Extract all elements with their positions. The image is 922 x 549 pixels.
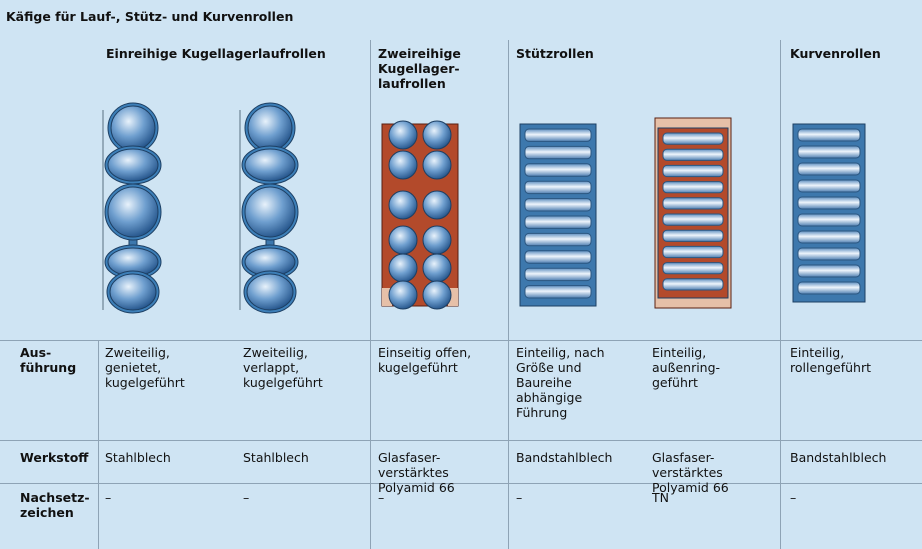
illustration-part (524, 128, 592, 142)
illustration-part (422, 190, 452, 220)
row-label: Werkstoff (20, 450, 89, 465)
illustration-part (797, 145, 861, 159)
illustration-part (422, 225, 452, 255)
cell: Bandstahlblech (516, 450, 613, 465)
column-header: Kurvenrollen (790, 46, 881, 61)
cell: Einteilig, rollengeführt (790, 345, 871, 375)
illustration-part (388, 253, 418, 283)
illustration-part (797, 230, 861, 244)
title: Käfige für Lauf-, Stütz- und Kurvenrolle… (6, 9, 294, 24)
illustration-part (107, 186, 159, 238)
illustration-part (244, 148, 296, 182)
column-divider (780, 40, 781, 549)
cell: Stahlblech (105, 450, 171, 465)
column-divider (370, 40, 371, 549)
illustration-part (109, 273, 157, 311)
illustration-part (662, 213, 724, 226)
column-divider (98, 340, 99, 549)
cell: Einteilig, außenring- geführt (652, 345, 721, 390)
cell: Zweiteilig, genietet, kugelgeführt (105, 345, 185, 390)
illustration-part (524, 198, 592, 212)
illustration-part (422, 253, 452, 283)
illustration-part (662, 262, 724, 275)
illustration-part (524, 250, 592, 264)
illustration-part (524, 145, 592, 160)
column-header: Stützrollen (516, 46, 594, 61)
illustration-part (244, 186, 296, 238)
illustration-part (797, 247, 861, 261)
illustration-part (422, 150, 452, 180)
illustration-part (797, 128, 861, 142)
illustration-part (246, 273, 294, 311)
cell: Einseitig offen, kugelgeführt (378, 345, 472, 375)
cell: Glasfaser- verstärktes Polyamid 66 (652, 450, 729, 495)
illustration-part (797, 196, 861, 210)
illustration-part (388, 190, 418, 220)
row-divider (0, 340, 922, 341)
illustration-part (797, 179, 861, 193)
illustration-part (524, 215, 592, 229)
row-divider (0, 440, 922, 441)
illustration-part (662, 245, 724, 259)
illustration-part (388, 150, 418, 180)
illustration-part (388, 225, 418, 255)
column-divider (508, 40, 509, 549)
cell: – (516, 490, 523, 505)
cell: – (378, 490, 385, 505)
illustration-part (662, 278, 724, 291)
illustration-part (382, 288, 392, 306)
illustration-part (662, 229, 724, 242)
illustration-part (524, 232, 592, 247)
illustration-part (797, 281, 861, 295)
cell: Zweiteilig, verlappt, kugelgeführt (243, 345, 323, 390)
illustration-part (388, 280, 418, 310)
cell: TN (652, 490, 669, 505)
illustration-part (524, 267, 592, 282)
illustration-part (388, 120, 418, 150)
illustration-part (524, 163, 592, 177)
illustration-part (797, 213, 861, 227)
illustration-part (662, 181, 724, 194)
cell: Einteilig, nach Größe und Baureihe abhän… (516, 345, 605, 420)
illustration-part (662, 148, 724, 161)
illustration-part (107, 148, 159, 182)
illustration-part (422, 280, 452, 310)
row-label: Aus- führung (20, 345, 77, 375)
illustration-part (422, 120, 452, 150)
cell: – (790, 490, 797, 505)
illustration-part (797, 264, 861, 278)
cell: Glasfaser- verstärktes Polyamid 66 (378, 450, 455, 495)
illustration-part (662, 197, 724, 210)
column-header: Einreihige Kugellagerlaufrollen (106, 46, 326, 61)
illustration-part (448, 288, 458, 306)
column-header: Zweireihige Kugellager- laufrollen (378, 46, 461, 91)
row-label: Nachsetz- zeichen (20, 490, 90, 520)
illustration-part (662, 164, 724, 178)
illustration-part (662, 132, 724, 145)
illustration-part (524, 180, 592, 195)
cell: – (105, 490, 112, 505)
row-divider (0, 483, 922, 484)
illustration-part (524, 285, 592, 299)
cell: Bandstahlblech (790, 450, 887, 465)
cell: – (243, 490, 250, 505)
cell: Stahlblech (243, 450, 309, 465)
illustration-part (110, 105, 156, 151)
illustration-part (247, 105, 293, 151)
illustration-part (797, 162, 861, 176)
